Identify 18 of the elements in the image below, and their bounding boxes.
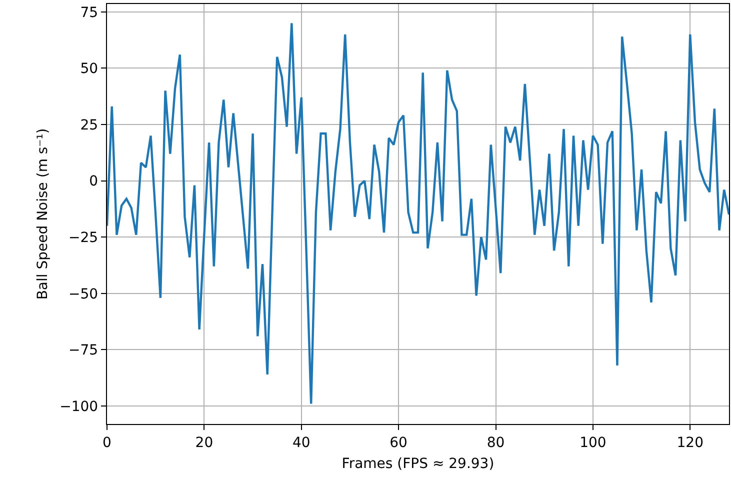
x-tick-label: 40 xyxy=(292,434,310,451)
y-tick-label: 25 xyxy=(80,117,98,134)
x-axis-title: Frames (FPS ≈ 29.93) xyxy=(342,456,494,472)
x-tick-label: 120 xyxy=(676,434,704,451)
x-tick-label: 20 xyxy=(195,434,214,451)
y-tick-label: −100 xyxy=(60,398,98,415)
y-tick-label: 75 xyxy=(80,4,98,21)
y-axis-title: Ball Speed Noise (m s⁻¹) xyxy=(35,128,52,300)
x-tick-label: 60 xyxy=(390,434,408,451)
x-tick-label: 80 xyxy=(486,434,505,451)
y-tick-label: 50 xyxy=(80,61,98,78)
y-tick-label: −75 xyxy=(68,342,98,359)
y-tick-label: 0 xyxy=(89,174,98,190)
y-tick-label: −50 xyxy=(68,286,98,302)
y-tick-label: −25 xyxy=(68,230,98,246)
line-series xyxy=(107,22,729,405)
x-tick-label: 100 xyxy=(580,434,606,451)
x-tick-label: 0 xyxy=(102,434,112,451)
